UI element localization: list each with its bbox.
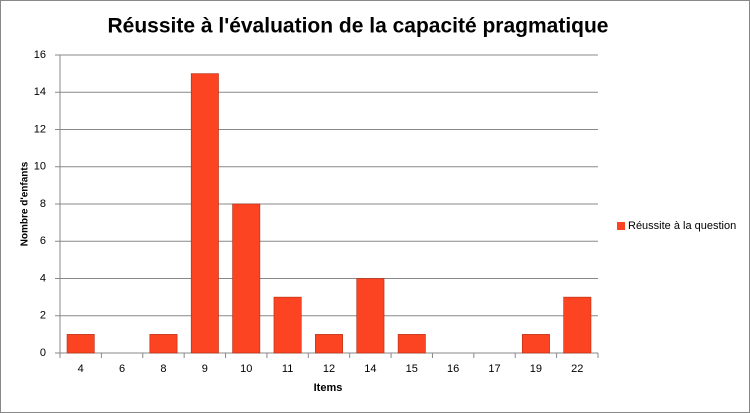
y-tick-label: 10 bbox=[34, 161, 46, 173]
x-tick-label: 22 bbox=[571, 363, 583, 375]
x-tick-label: 14 bbox=[364, 363, 376, 375]
bar bbox=[315, 334, 343, 354]
x-tick-label: 11 bbox=[282, 363, 293, 375]
x-tick-label: 6 bbox=[119, 363, 125, 375]
x-tick-label: 12 bbox=[323, 363, 335, 375]
bar bbox=[563, 296, 592, 354]
y-tick-label: 8 bbox=[40, 198, 46, 210]
x-tick-label: 4 bbox=[78, 363, 84, 375]
bar bbox=[190, 73, 219, 354]
x-tick-label: 15 bbox=[406, 363, 418, 375]
legend-label: Réussite à la question bbox=[628, 220, 736, 232]
y-tick-label: 6 bbox=[40, 235, 46, 247]
x-tick-label: 16 bbox=[447, 363, 459, 375]
bar bbox=[273, 296, 302, 354]
y-tick-label: 0 bbox=[40, 347, 46, 359]
bar bbox=[66, 334, 95, 354]
y-tick-label: 4 bbox=[40, 272, 46, 284]
y-tick-label: 16 bbox=[34, 49, 46, 61]
bar bbox=[149, 334, 178, 354]
bar bbox=[397, 334, 426, 354]
legend-swatch bbox=[617, 222, 625, 230]
x-tick-label: 17 bbox=[488, 363, 500, 375]
y-axis-label: Nombre d'enfants bbox=[20, 161, 31, 246]
y-tick-label: 12 bbox=[34, 123, 46, 135]
chart-title: Réussite à l'évaluation de la capacité p… bbox=[107, 15, 608, 38]
bar bbox=[356, 278, 385, 354]
x-tick-label: 10 bbox=[240, 363, 252, 375]
bar bbox=[232, 203, 261, 354]
x-tick-label: 8 bbox=[160, 363, 166, 375]
y-tick-label: 14 bbox=[34, 86, 46, 98]
bar bbox=[521, 334, 550, 354]
x-tick-label: 9 bbox=[202, 363, 208, 375]
y-tick-label: 2 bbox=[40, 310, 46, 322]
x-tick-label: 19 bbox=[530, 363, 542, 375]
x-axis-label: Items bbox=[314, 382, 343, 394]
